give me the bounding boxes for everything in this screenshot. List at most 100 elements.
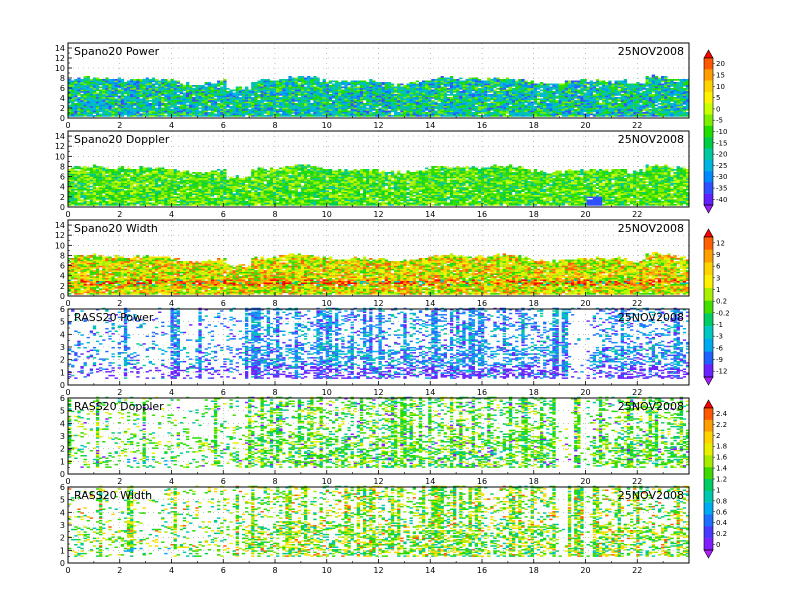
- heatmap-cell: [143, 106, 146, 108]
- heatmap-cell: [248, 103, 251, 105]
- heatmap-cell: [208, 96, 211, 98]
- heatmap-cell: [133, 100, 136, 102]
- heatmap-cell: [248, 100, 251, 102]
- heatmap-cell: [192, 85, 195, 87]
- heatmap-cell: [152, 106, 155, 108]
- heatmap-cell: [71, 109, 74, 111]
- heatmap-cell: [71, 100, 74, 102]
- heatmap-cell: [164, 103, 167, 105]
- heatmap-cell: [217, 105, 220, 107]
- heatmap-cell: [124, 93, 127, 95]
- heatmap-cell: [127, 85, 130, 87]
- heatmap-cell: [192, 100, 195, 102]
- heatmap-cell: [217, 106, 220, 108]
- heatmap-cell: [118, 81, 121, 83]
- heatmap-cell: [111, 103, 114, 105]
- heatmap-cell: [96, 81, 99, 83]
- heatmap-cell: [236, 103, 239, 105]
- heatmap-cell: [111, 100, 114, 102]
- heatmap-cell: [205, 103, 208, 105]
- heatmap-cell: [186, 106, 189, 108]
- heatmap-cell: [236, 99, 239, 101]
- heatmap-cell: [84, 90, 87, 92]
- heatmap-cell: [77, 82, 80, 84]
- heatmap-cell: [236, 100, 239, 102]
- heatmap-cell: [251, 115, 254, 117]
- heatmap-cell: [115, 102, 118, 104]
- heatmap-cell: [118, 79, 121, 81]
- heatmap-cell: [136, 100, 139, 102]
- heatmap-cell: [233, 109, 236, 111]
- heatmap-cell: [139, 99, 142, 101]
- heatmap-cell: [136, 96, 139, 98]
- heatmap-cell: [174, 94, 177, 96]
- heatmap-cell: [229, 90, 232, 92]
- heatmap-cell: [115, 100, 118, 102]
- heatmap-cell: [229, 97, 232, 99]
- heatmap-cell: [118, 84, 121, 86]
- heatmap-cell: [195, 99, 198, 101]
- heatmap-cell: [245, 109, 248, 111]
- heatmap-cell: [133, 94, 136, 96]
- heatmap-cell: [198, 93, 201, 95]
- heatmap-cell: [158, 84, 161, 86]
- heatmap-cell: [214, 99, 217, 101]
- heatmap-cell: [170, 94, 173, 96]
- heatmap-cell: [155, 100, 158, 102]
- heatmap-cell: [108, 99, 111, 101]
- heatmap-cell: [87, 94, 90, 96]
- heatmap-cell: [186, 115, 189, 117]
- heatmap-cell: [124, 103, 127, 105]
- heatmap-cell: [136, 111, 139, 113]
- heatmap-cell: [170, 112, 173, 114]
- heatmap-cell: [87, 76, 90, 78]
- heatmap-cell: [254, 88, 257, 90]
- heatmap-cell: [233, 93, 236, 95]
- heatmap-cell: [146, 100, 149, 102]
- heatmap-cell: [177, 103, 180, 105]
- heatmap-cell: [251, 114, 254, 116]
- heatmap-cell: [198, 99, 201, 101]
- heatmap-cell: [242, 94, 245, 96]
- heatmap-cell: [124, 99, 127, 101]
- heatmap-cell: [167, 100, 170, 102]
- heatmap-cell: [74, 85, 77, 87]
- heatmap-cell: [211, 112, 214, 114]
- heatmap-cell: [155, 108, 158, 110]
- heatmap-cell: [226, 102, 229, 104]
- heatmap-cell: [186, 112, 189, 114]
- heatmap-cell: [236, 109, 239, 111]
- heatmap-cell: [177, 96, 180, 98]
- heatmap-cell: [198, 105, 201, 107]
- heatmap-cell: [170, 103, 173, 105]
- heatmap-cell: [189, 88, 192, 90]
- heatmap-cell: [149, 97, 152, 99]
- heatmap-cell: [111, 90, 114, 92]
- heatmap-cell: [74, 112, 77, 114]
- heatmap-cell: [242, 106, 245, 108]
- heatmap-cell: [205, 115, 208, 117]
- heatmap-cell: [96, 103, 99, 105]
- heatmap-cell: [105, 105, 108, 107]
- heatmap-cell: [242, 105, 245, 107]
- heatmap-cell: [74, 103, 77, 105]
- heatmap-cell: [115, 79, 118, 81]
- heatmap-cell: [164, 97, 167, 99]
- heatmap-cell: [233, 105, 236, 107]
- heatmap-cell: [245, 87, 248, 89]
- heatmap-cell: [195, 90, 198, 92]
- heatmap-cell: [139, 105, 142, 107]
- heatmap-cell: [149, 90, 152, 92]
- heatmap-cell: [133, 105, 136, 107]
- heatmap-cell: [226, 106, 229, 108]
- heatmap-cell: [71, 103, 74, 105]
- heatmap-cell: [152, 112, 155, 114]
- heatmap-cell: [214, 90, 217, 92]
- heatmap-cell: [251, 94, 254, 96]
- heatmap-cell: [111, 91, 114, 93]
- heatmap-cell: [99, 96, 102, 98]
- heatmap-cell: [90, 109, 93, 111]
- heatmap-cell: [229, 99, 232, 101]
- heatmap-cell: [257, 102, 260, 104]
- heatmap-cell: [161, 93, 164, 95]
